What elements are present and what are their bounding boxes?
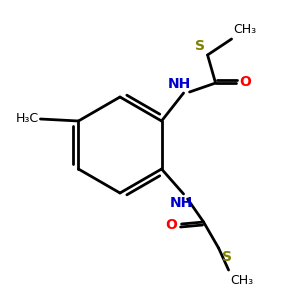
Text: S: S	[195, 39, 205, 53]
Text: O: O	[240, 75, 251, 89]
Text: O: O	[166, 218, 178, 232]
Text: CH₃: CH₃	[234, 23, 257, 36]
Text: NH: NH	[170, 196, 193, 210]
Text: CH₃: CH₃	[231, 274, 254, 287]
Text: NH: NH	[168, 77, 191, 91]
Text: S: S	[222, 250, 232, 264]
Text: H₃C: H₃C	[15, 112, 38, 125]
